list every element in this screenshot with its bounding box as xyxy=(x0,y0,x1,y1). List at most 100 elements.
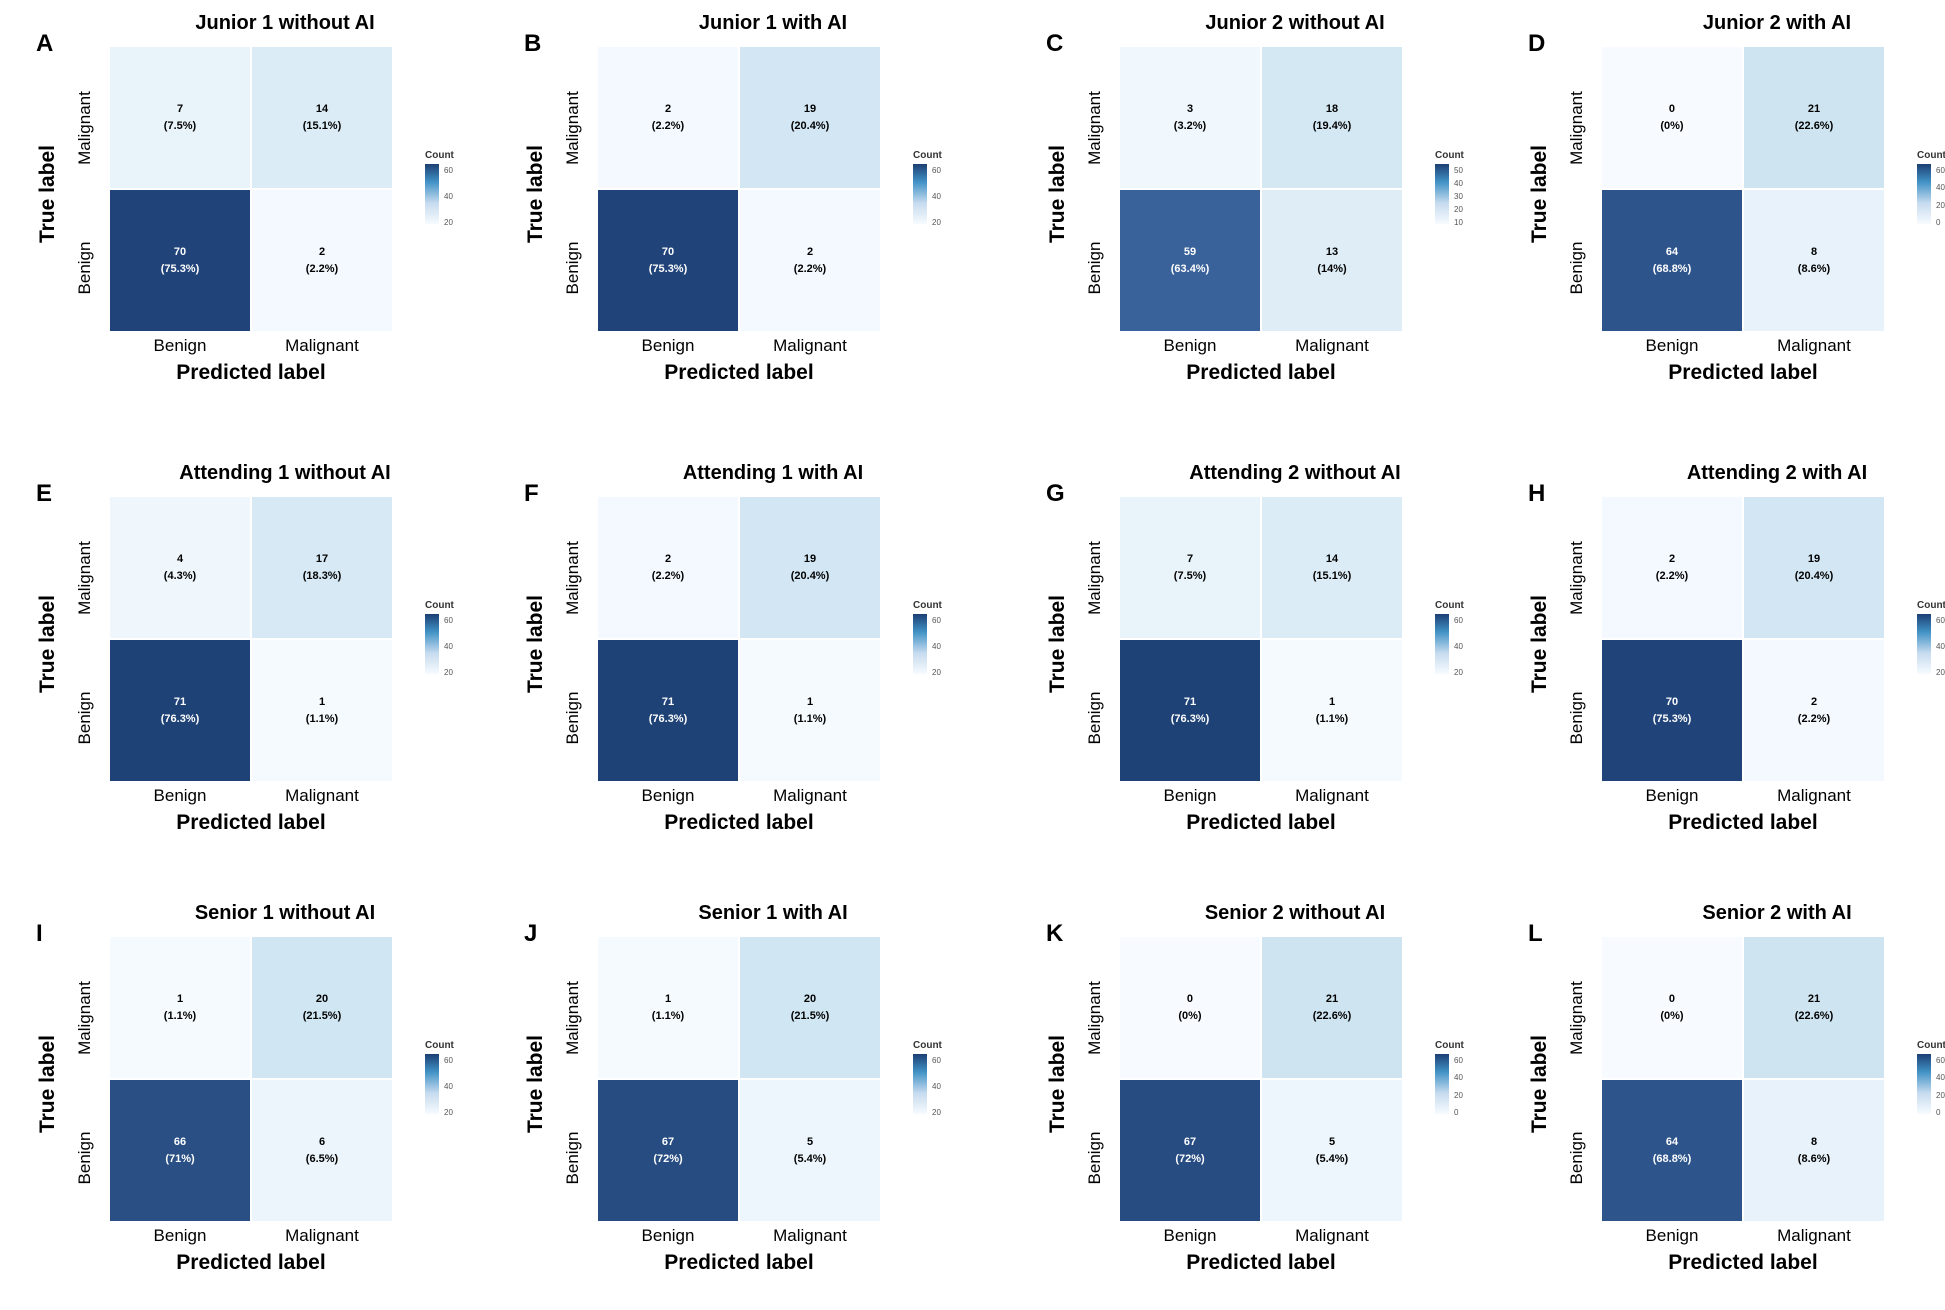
cell-count: 66 xyxy=(173,1135,187,1148)
cell-percentage: (2.2%) xyxy=(305,262,339,275)
y-axis-title: True label xyxy=(1528,1034,1551,1134)
panel-title: Attending 1 with AI xyxy=(682,462,864,484)
panel-title: Junior 2 without AI xyxy=(1205,12,1385,34)
heatmap-cell: 70 (75.3%) xyxy=(598,190,738,331)
cell-percentage: (8.6%) xyxy=(1797,1152,1831,1165)
cell-count: 2 xyxy=(1668,552,1676,565)
panel-letter: A xyxy=(36,30,54,57)
heatmap-cell: 21 (22.6%) xyxy=(1744,47,1884,188)
x-tick-label: Malignant xyxy=(1295,786,1369,805)
color-legend: Count 60 40 20 0 xyxy=(1917,150,1945,240)
y-tick-label: Benign xyxy=(75,241,94,295)
x-tick-label: Malignant xyxy=(773,1226,847,1245)
confusion-matrix-panel-b: B Junior 1 with AI 2 (2.2%) 19 (20.4%) 70 (75.3… xyxy=(488,0,968,420)
heatmap-grid: 2 (2.2%) 19 (20.4%) 70 (75.3%) 2 (2.2%) xyxy=(1602,497,1884,781)
cell-percentage: (2.2%) xyxy=(651,569,685,582)
heatmap-cell: 2 (2.2%) xyxy=(252,190,392,331)
legend-tick-label: 40 xyxy=(932,1082,941,1091)
cell-percentage: (21.5%) xyxy=(302,1009,342,1022)
heatmap-cell: 59 (63.4%) xyxy=(1120,190,1260,331)
y-tick-label: Malignant xyxy=(1085,541,1104,615)
cell-percentage: (76.3%) xyxy=(1170,712,1210,725)
x-axis-title: Predicted label xyxy=(176,1251,326,1274)
cell-count: 20 xyxy=(315,992,329,1005)
y-axis-title: True label xyxy=(1046,144,1069,244)
cell-count: 70 xyxy=(173,245,187,258)
cell-percentage: (2.2%) xyxy=(651,119,685,132)
color-legend: Count 60 40 20 0 xyxy=(1435,1040,1485,1130)
x-tick-label: Benign xyxy=(1163,786,1217,805)
y-tick-label: Malignant xyxy=(75,981,94,1055)
cell-label: 71 (76.3%) xyxy=(649,694,688,728)
cell-label: 59 (63.4%) xyxy=(1171,244,1210,278)
cell-count: 5 xyxy=(1328,1135,1336,1148)
legend-title: Count xyxy=(425,150,454,161)
heatmap-cell: 19 (20.4%) xyxy=(1744,497,1884,638)
heatmap-cell: 5 (5.4%) xyxy=(1262,1080,1402,1221)
panel-letter: L xyxy=(1528,920,1543,947)
cell-percentage: (5.4%) xyxy=(1315,1152,1349,1165)
heatmap-grid: 1 (1.1%) 20 (21.5%) 66 (71%) 6 (6.5%) xyxy=(110,937,392,1221)
x-tick-label: Benign xyxy=(1163,1226,1217,1245)
heatmap-cell: 0 (0%) xyxy=(1602,937,1742,1078)
heatmap-grid: 0 (0%) 21 (22.6%) 64 (68.8%) 8 (8.6%) xyxy=(1602,937,1884,1221)
cell-percentage: (1.1%) xyxy=(305,712,339,725)
cell-count: 1 xyxy=(176,992,184,1005)
heatmap-grid: 4 (4.3%) 17 (18.3%) 71 (76.3%) 1 (1.1%) xyxy=(110,497,392,781)
legend-tick-label: 40 xyxy=(1936,183,1945,193)
heatmap-cell: 2 (2.2%) xyxy=(598,497,738,638)
legend-colorbar xyxy=(913,164,927,224)
cell-percentage: (68.8%) xyxy=(1652,1152,1692,1165)
panel-letter: F xyxy=(524,480,539,507)
confusion-matrix-panel-j: J Senior 1 with AI 1 (1.1%) 20 (21.5%) 67 (72%)… xyxy=(488,890,968,1310)
cell-percentage: (1.1%) xyxy=(1315,712,1349,725)
legend-tick-label: 40 xyxy=(444,1082,453,1091)
cell-percentage: (75.3%) xyxy=(648,262,688,275)
legend-tick-label: 20 xyxy=(1936,1090,1945,1100)
cell-count: 19 xyxy=(803,102,817,115)
y-tick-label: Benign xyxy=(1567,691,1586,745)
panel-letter: J xyxy=(524,920,538,947)
legend-colorbar xyxy=(1435,614,1449,674)
cell-percentage: (68.8%) xyxy=(1652,262,1692,275)
legend-colorbar xyxy=(1435,164,1449,224)
cell-percentage: (2.2%) xyxy=(793,262,827,275)
legend-tick-label: 40 xyxy=(1454,642,1463,651)
heatmap-cell: 66 (71%) xyxy=(110,1080,250,1221)
panel-title: Junior 2 with AI xyxy=(1702,12,1852,34)
legend-tick-label: 60 xyxy=(1936,1056,1945,1065)
heatmap-grid: 7 (7.5%) 14 (15.1%) 71 (76.3%) 1 (1.1%) xyxy=(1120,497,1402,781)
legend-tick-label: 40 xyxy=(932,192,941,201)
cell-count: 19 xyxy=(803,552,817,565)
panel-letter: D xyxy=(1528,30,1546,57)
y-tick-label: Benign xyxy=(75,691,94,745)
y-tick-label: Benign xyxy=(1567,241,1586,295)
cell-percentage: (1.1%) xyxy=(793,712,827,725)
legend-colorbar xyxy=(425,614,439,674)
cell-count: 7 xyxy=(176,102,184,115)
x-axis-title: Predicted label xyxy=(664,811,814,834)
y-tick-label: Malignant xyxy=(1567,91,1586,165)
legend-colorbar xyxy=(425,164,439,224)
panel-title: Attending 2 with AI xyxy=(1686,462,1868,484)
panel-letter: E xyxy=(36,480,53,507)
panel-title: Junior 1 without AI xyxy=(195,12,375,34)
cell-percentage: (3.2%) xyxy=(1173,119,1207,132)
cell-count: 14 xyxy=(1325,552,1339,565)
panel-title: Senior 2 without AI xyxy=(1204,902,1386,924)
legend-tick-label: 20 xyxy=(444,668,453,677)
legend-colorbar xyxy=(425,1054,439,1114)
cell-count: 1 xyxy=(318,695,326,708)
legend-tick-label: 20 xyxy=(1454,205,1463,214)
cell-count: 70 xyxy=(661,245,675,258)
legend-colorbar xyxy=(913,1054,927,1114)
heatmap-cell: 1 (1.1%) xyxy=(110,937,250,1078)
cell-percentage: (21.5%) xyxy=(790,1009,830,1022)
confusion-matrix-panel-a: A Junior 1 without AI 7 (7.5%) 14 (15.1%) 70 (7… xyxy=(0,0,480,420)
confusion-matrix-panel-f: F Attending 1 with AI 2 (2.2%) 19 (20.4%) 71 (7… xyxy=(488,450,968,870)
legend-colorbar xyxy=(1917,614,1931,674)
cell-label: 66 (71%) xyxy=(165,1134,194,1168)
cell-percentage: (75.3%) xyxy=(160,262,200,275)
heatmap-cell: 14 (15.1%) xyxy=(1262,497,1402,638)
legend-tick-label: 40 xyxy=(932,642,941,651)
